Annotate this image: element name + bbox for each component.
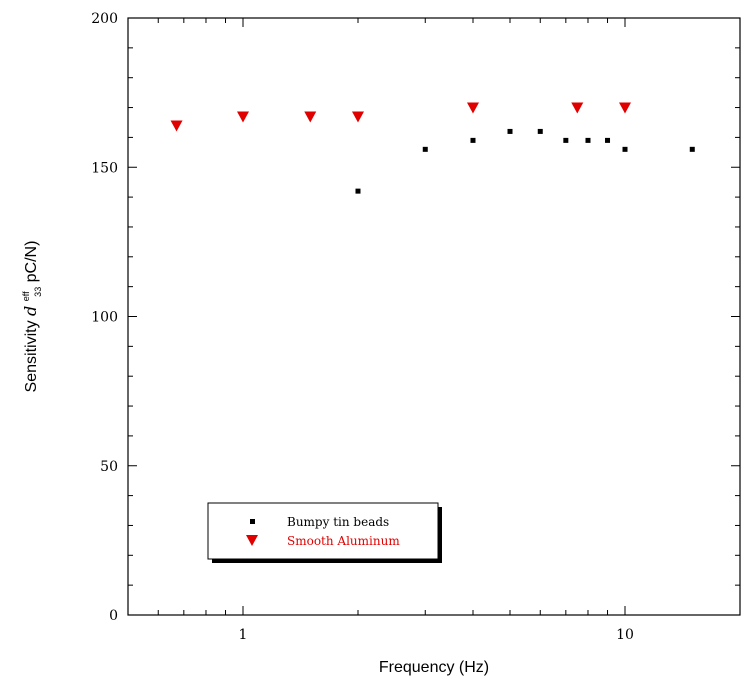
legend-label-smooth-aluminum: Smooth Aluminum: [287, 534, 400, 548]
data-point-bumpy-tin-beads: [585, 137, 591, 143]
data-point-smooth-aluminum: [351, 111, 364, 123]
data-point-bumpy-tin-beads: [622, 146, 628, 152]
data-point-bumpy-tin-beads: [537, 128, 543, 134]
y-axis-title-superscript: eff: [21, 291, 31, 301]
y-tick-label: 150: [91, 160, 118, 176]
data-point-bumpy-tin-beads: [689, 146, 695, 152]
data-point-smooth-aluminum: [571, 102, 584, 114]
axis-ticks: [127, 17, 741, 616]
data-point-bumpy-tin-beads: [507, 128, 513, 134]
svg-text:Sensitivity d eff: Sensitivity d eff 33 pC/N): [16, 241, 45, 393]
y-tick-label: 200: [91, 11, 118, 27]
y-axis-title-subscript: 33: [33, 287, 43, 297]
legend-box: [207, 502, 439, 560]
data-point-bumpy-tin-beads: [605, 137, 611, 143]
y-axis-title-prefix: Sensitivity: [23, 316, 40, 392]
y-axis-title: Sensitivity d eff 33 pC/N): [16, 241, 45, 393]
legend-marker-triangle: [246, 535, 258, 546]
legend-label-bumpy-tin-beads: Bumpy tin beads: [287, 515, 389, 529]
y-axis-title-symbol: d: [21, 306, 40, 316]
legend: Bumpy tin beads Smooth Aluminum: [207, 502, 442, 563]
y-axis-title-suffix: pC/N): [23, 241, 40, 283]
legend-marker-square: [250, 519, 255, 524]
data-point-smooth-aluminum: [170, 120, 183, 132]
data-point-smooth-aluminum: [619, 102, 632, 114]
data-point-smooth-aluminum: [304, 111, 317, 123]
y-tick-label: 100: [91, 310, 118, 326]
data-point-bumpy-tin-beads: [422, 146, 428, 152]
data-point-bumpy-tin-beads: [470, 137, 476, 143]
y-tick-label: 50: [100, 459, 118, 475]
x-tick-label: 10: [616, 627, 634, 643]
data-points: [170, 102, 695, 194]
y-tick-label: 0: [109, 608, 118, 624]
x-axis-title: Frequency (Hz): [379, 659, 489, 676]
data-point-bumpy-tin-beads: [355, 188, 361, 194]
x-tick-label: 1: [239, 627, 248, 643]
data-point-smooth-aluminum: [236, 111, 249, 123]
data-point-bumpy-tin-beads: [563, 137, 569, 143]
data-point-smooth-aluminum: [466, 102, 479, 114]
